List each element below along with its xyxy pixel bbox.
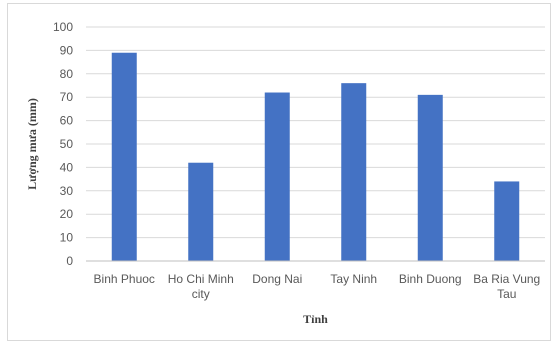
x-tick-label: Binh Phuoc — [94, 272, 155, 286]
y-tick-label: 10 — [60, 231, 74, 245]
x-tick-label-line: Ba Ria Vung — [473, 272, 540, 286]
x-tick-label: Dong Nai — [252, 272, 302, 286]
x-tick-label-line: Binh Phuoc — [94, 272, 155, 286]
bar — [111, 52, 137, 261]
x-tick-label-line: Tau — [497, 287, 516, 301]
x-tick-label: Ba Ria Vung Tau — [473, 272, 540, 301]
x-axis-ticks: Binh Phuoc Ho Chi Minh city Dong Nai Tay Nin… — [94, 272, 541, 301]
x-tick-label-line: city — [192, 287, 210, 301]
y-tick-label: 70 — [60, 90, 74, 104]
x-tick-label-line: Ho Chi Minh — [168, 272, 234, 286]
y-axis-title: Lượng mưa (mm) — [25, 98, 39, 190]
x-tick-label-line: Tay Ninh — [330, 272, 377, 286]
y-tick-label: 90 — [60, 43, 74, 57]
y-axis-ticks: 0 10 20 30 40 50 60 70 80 90 100 — [53, 20, 73, 268]
x-tick-label: Binh Duong — [399, 272, 462, 286]
x-tick-label-line: Dong Nai — [252, 272, 302, 286]
bars — [111, 52, 520, 262]
bar — [264, 92, 290, 262]
y-tick-label: 20 — [60, 207, 74, 221]
bar — [417, 94, 443, 261]
y-tick-label: 80 — [60, 67, 74, 81]
bar — [188, 162, 214, 261]
y-tick-label: 40 — [60, 160, 74, 174]
bar — [341, 83, 367, 261]
gridlines — [86, 26, 545, 239]
x-tick-label-line: Binh Duong — [399, 272, 462, 286]
y-tick-label: 0 — [66, 254, 73, 268]
bar — [494, 181, 520, 261]
y-tick-label: 50 — [60, 137, 74, 151]
x-tick-label: Tay Ninh — [330, 272, 377, 286]
y-tick-label: 60 — [60, 114, 74, 128]
x-axis-title: Tỉnh — [303, 312, 328, 326]
y-tick-label: 30 — [60, 184, 74, 198]
x-tick-label: Ho Chi Minh city — [168, 272, 234, 301]
y-tick-label: 100 — [53, 20, 73, 34]
